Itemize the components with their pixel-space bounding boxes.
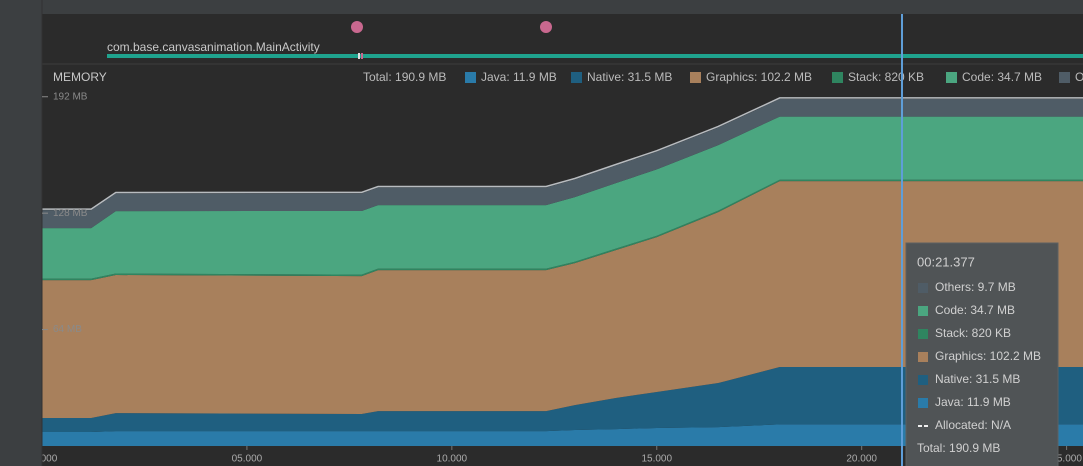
tooltip-swatch (918, 329, 928, 339)
legend-swatch (690, 72, 701, 83)
tooltip-box (905, 242, 1059, 466)
gutter (0, 0, 42, 466)
area (42, 98, 1083, 229)
chart-title: MEMORY (53, 70, 107, 84)
total-outline (42, 97, 1083, 210)
tooltip-item: Native: 31.5 MB (935, 372, 1020, 386)
legend-label: Others: 9.7 MB (1075, 70, 1083, 84)
activity-label[interactable]: com.base.canvasanimation.MainActivity (107, 40, 320, 54)
toolbar-strip (0, 0, 1083, 14)
legend: Total: 190.9 MB Java: 11.9 MB Native: 31.5… (363, 70, 1083, 84)
tooltip: 00:21.377 Others: 9.7 MB Code: 34.7 MB Sta… (905, 242, 1059, 466)
legend-label: Native: 31.5 MB (587, 70, 672, 84)
area (42, 424, 1083, 446)
legend-label: Stack: 820 KB (848, 70, 924, 84)
legend-swatch (1059, 72, 1070, 83)
area (42, 181, 1083, 418)
legend-swatch (832, 72, 843, 83)
x-tick-label: 25.000 (1051, 454, 1082, 465)
tooltip-swatch (918, 375, 928, 385)
tooltip-swatch (918, 283, 928, 293)
event-dot[interactable] (351, 21, 363, 33)
activity-marker (358, 53, 360, 59)
x-tick-label: 00.000 (27, 454, 58, 465)
tooltip-item: Code: 34.7 MB (935, 303, 1015, 317)
tooltip-swatch (918, 306, 928, 316)
tooltip-item: Stack: 820 KB (935, 326, 1011, 340)
y-tick-label: 64 MB (53, 324, 82, 335)
tooltip-total: Total: 190.9 MB (917, 441, 1000, 455)
activity-bar[interactable] (107, 54, 1083, 58)
tooltip-time: 00:21.377 (917, 254, 975, 269)
event-dot[interactable] (540, 21, 552, 33)
y-tick-label: 128 MB (53, 208, 88, 219)
x-tick-label: 15.000 (641, 454, 672, 465)
legend-swatch (571, 72, 582, 83)
area (42, 367, 1083, 432)
tooltip-item: Others: 9.7 MB (935, 280, 1016, 294)
tooltip-swatch (918, 352, 928, 362)
y-tick-label: 192 MB (53, 91, 88, 102)
x-tick-label: 10.000 (437, 454, 468, 465)
plot: 00.000 05.000 10.000 15.000 20.000 25.000 (27, 97, 1083, 465)
legend-swatch (946, 72, 957, 83)
legend-swatch (465, 72, 476, 83)
legend-total: Total: 190.9 MB (363, 70, 446, 84)
tooltip-allocated: Allocated: N/A (935, 418, 1011, 432)
legend-label: Java: 11.9 MB (481, 70, 557, 84)
tooltip-swatch (918, 398, 928, 408)
legend-label: Graphics: 102.2 MB (706, 70, 812, 84)
legend-label: Code: 34.7 MB (962, 70, 1042, 84)
x-tick-label: 05.000 (232, 454, 263, 465)
tooltip-item: Java: 11.9 MB (935, 395, 1011, 409)
tooltip-item: Graphics: 102.2 MB (935, 349, 1041, 363)
x-tick-label: 20.000 (846, 454, 877, 465)
activity-marker (361, 53, 363, 59)
area (42, 116, 1083, 279)
